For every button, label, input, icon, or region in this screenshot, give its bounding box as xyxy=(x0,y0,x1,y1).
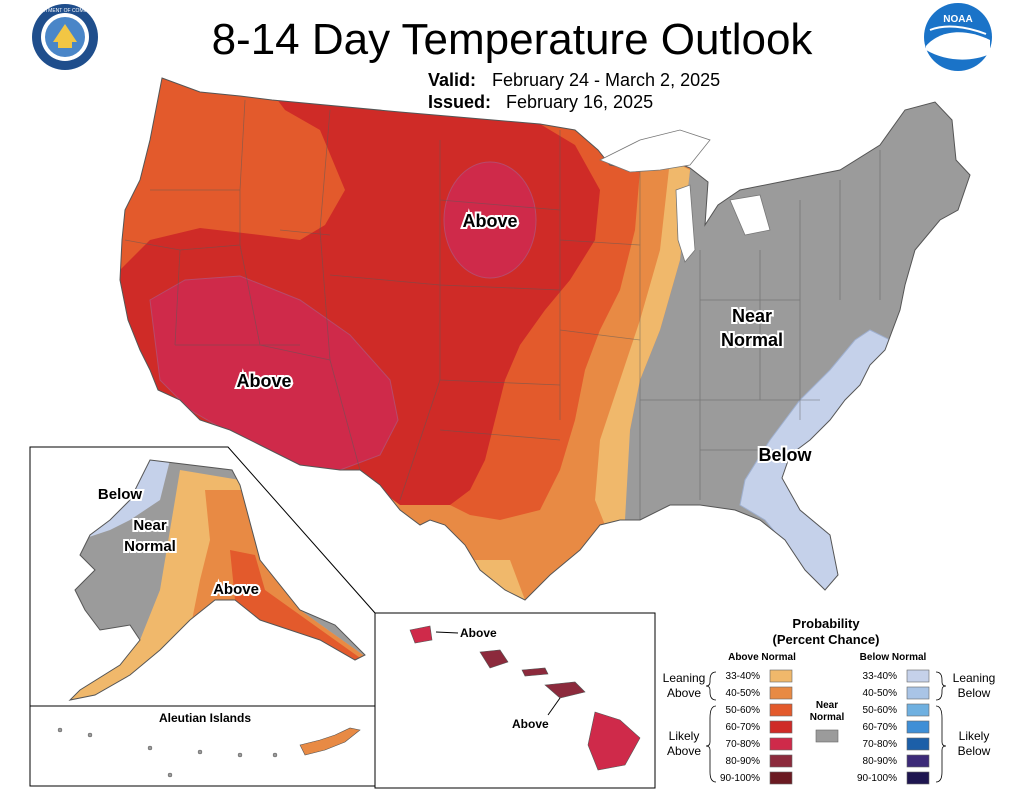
legend-above-swatch-1 xyxy=(769,686,793,700)
legend-likely-above-1: Likely xyxy=(669,729,700,743)
legend-above-label-4: 70-80% xyxy=(726,739,761,750)
legend-near-normal-1: Near xyxy=(816,700,838,711)
legend-leaning-below-1: Leaning xyxy=(953,671,996,685)
legend-below-swatch-0 xyxy=(906,669,930,683)
legend-below-label-6: 90-100% xyxy=(857,773,897,784)
lake-superior xyxy=(599,129,711,173)
legend-above-label-3: 60-70% xyxy=(726,722,761,733)
legend-above-bins: 33-40% 40-50% 50-60% 60-70% 70-80% 80-90% 90-1… xyxy=(720,669,793,785)
legend-above-swatch-3 xyxy=(769,720,793,734)
noaa-logo: NOAA xyxy=(924,3,992,71)
legend-likely-above-2: Above xyxy=(667,744,701,758)
legend-above-swatch-5 xyxy=(769,754,793,768)
legend-above-header: Above Normal xyxy=(728,652,796,663)
legend-below-label-2: 50-60% xyxy=(863,705,898,716)
hawaii-inset: Above Above xyxy=(374,612,656,789)
legend-leaning-above-2: Above xyxy=(667,686,701,700)
state-boundaries xyxy=(124,99,881,520)
legend-above-label-5: 80-90% xyxy=(726,756,761,767)
alaska-inset: Below Near Normal Above Aleutian Islands xyxy=(29,446,376,787)
label-ak-near-2: Normal xyxy=(124,538,176,555)
legend-above-label-0: 33-40% xyxy=(726,671,761,682)
label-ak-near-1: Near xyxy=(133,517,167,534)
svg-text:DEPARTMENT OF COMMERCE: DEPARTMENT OF COMMERCE xyxy=(28,8,102,14)
legend-below-header: Below Normal xyxy=(860,652,927,663)
conus-outline xyxy=(119,77,971,601)
legend-near-normal-2: Normal xyxy=(810,712,845,723)
valid-dates: February 24 - March 2, 2025 xyxy=(492,70,720,90)
label-hi-above-1: Above xyxy=(460,626,497,640)
legend-below-swatch-1 xyxy=(906,686,930,700)
legend-below-label-0: 33-40% xyxy=(863,671,898,682)
legend-below-swatch-2 xyxy=(906,703,930,717)
legend-above-label-6: 90-100% xyxy=(720,773,760,784)
page-title: 8-14 Day Temperature Outlook xyxy=(212,15,814,64)
label-near-normal-east-1: Near xyxy=(732,306,772,326)
legend-below-swatch-6 xyxy=(906,771,930,785)
legend-leaning-below-2: Below xyxy=(958,686,991,700)
issued-label: Issued: xyxy=(428,92,491,112)
legend-below-bins: 33-40% 40-50% 50-60% 60-70% 70-80% 80-90% 90-1… xyxy=(857,669,930,785)
above-33-40-region xyxy=(595,160,690,525)
valid-label: Valid: xyxy=(428,70,476,90)
aleutian-islands-title: Aleutian Islands xyxy=(159,711,251,725)
legend-title-2: (Percent Chance) xyxy=(773,632,880,647)
legend-above-swatch-2 xyxy=(769,703,793,717)
label-above-north-plains: Above xyxy=(462,211,517,231)
label-ak-below: Below xyxy=(98,486,143,503)
label-below-southeast: Below xyxy=(758,445,812,465)
legend-below-label-3: 60-70% xyxy=(863,722,898,733)
issued-date: February 16, 2025 xyxy=(506,92,653,112)
legend-below-label-1: 40-50% xyxy=(863,688,898,699)
department-of-commerce-seal: DEPARTMENT OF COMMERCE xyxy=(28,4,102,70)
label-near-normal-east-2: Normal xyxy=(721,330,783,350)
legend-above-swatch-0 xyxy=(769,669,793,683)
above-70-80-southwest xyxy=(149,275,399,471)
legend-above-swatch-4 xyxy=(769,737,793,751)
legend-leaning-above-1: Leaning xyxy=(663,671,706,685)
label-ak-above: Above xyxy=(213,581,259,598)
lake-huron xyxy=(729,194,771,236)
legend-below-swatch-4 xyxy=(906,737,930,751)
legend-below-label-5: 80-90% xyxy=(863,756,898,767)
legend-above-label-1: 40-50% xyxy=(726,688,761,699)
legend-below-swatch-5 xyxy=(906,754,930,768)
svg-text:NOAA: NOAA xyxy=(943,14,972,25)
probability-legend: Probability (Percent Chance) Above Norma… xyxy=(663,616,996,785)
label-hi-above-2: Above xyxy=(512,717,549,731)
above-70-80-north-plains xyxy=(443,161,537,279)
legend-above-swatch-6 xyxy=(769,771,793,785)
legend-below-swatch-3 xyxy=(906,720,930,734)
legend-likely-below-1: Likely xyxy=(959,729,990,743)
legend-title-1: Probability xyxy=(792,616,860,631)
legend-near-normal-swatch xyxy=(815,729,839,743)
label-above-southwest: Above xyxy=(236,371,291,391)
legend-below-label-4: 70-80% xyxy=(863,739,898,750)
legend-above-label-2: 50-60% xyxy=(726,705,761,716)
legend-likely-below-2: Below xyxy=(958,744,991,758)
lake-michigan xyxy=(675,184,696,263)
